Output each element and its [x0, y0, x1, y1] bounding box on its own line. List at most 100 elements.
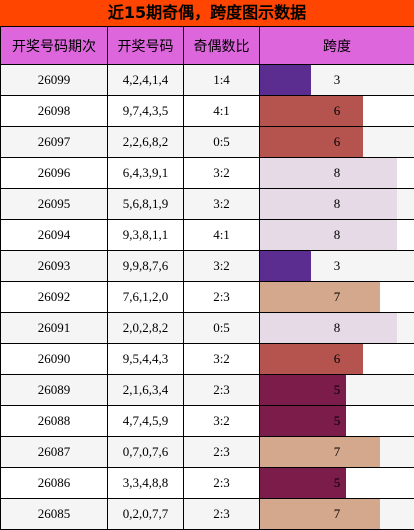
ratio-cell: 1:4 [184, 65, 260, 96]
span-value: 5 [334, 413, 341, 428]
ratio-cell: 2:3 [184, 375, 260, 406]
span-cell: 3 [260, 251, 414, 282]
issue-cell: 26090 [1, 344, 108, 375]
ratio-cell: 0:5 [184, 313, 260, 344]
span-cell: 8 [260, 313, 414, 344]
issue-cell: 26086 [1, 468, 108, 499]
numbers-cell: 3,3,4,8,8 [108, 468, 184, 499]
issue-cell: 26085 [1, 499, 108, 530]
ratio-cell: 3:2 [184, 406, 260, 437]
span-cell: 7 [260, 499, 414, 530]
ratio-cell: 3:2 [184, 189, 260, 220]
header-row: 开奖号码期次 开奖号码 奇偶数比 跨度 [1, 27, 414, 65]
span-value: 6 [334, 134, 341, 149]
ratio-cell: 0:5 [184, 127, 260, 158]
span-bar [260, 96, 363, 126]
span-bar [260, 282, 380, 312]
span-value: 7 [334, 444, 341, 459]
span-cell: 5 [260, 406, 414, 437]
issue-cell: 26097 [1, 127, 108, 158]
issue-cell: 26094 [1, 220, 108, 251]
numbers-cell: 7,6,1,2,0 [108, 282, 184, 313]
span-cell: 6 [260, 344, 414, 375]
numbers-cell: 2,1,6,3,4 [108, 375, 184, 406]
span-bar [260, 127, 363, 157]
span-cell: 6 [260, 127, 414, 158]
span-value: 7 [334, 289, 341, 304]
span-cell: 8 [260, 158, 414, 189]
issue-cell: 26088 [1, 406, 108, 437]
span-bar [260, 220, 397, 250]
span-bar [260, 344, 363, 374]
ratio-cell: 2:3 [184, 468, 260, 499]
ratio-cell: 3:2 [184, 158, 260, 189]
issue-cell: 26091 [1, 313, 108, 344]
numbers-cell: 0,7,0,7,6 [108, 437, 184, 468]
span-cell: 5 [260, 375, 414, 406]
numbers-cell: 9,3,8,1,1 [108, 220, 184, 251]
span-value: 6 [334, 351, 341, 366]
numbers-cell: 9,5,4,4,3 [108, 344, 184, 375]
span-value: 8 [334, 227, 341, 242]
issue-cell: 26098 [1, 96, 108, 127]
issue-cell: 26093 [1, 251, 108, 282]
span-value: 8 [334, 196, 341, 211]
issue-cell: 26095 [1, 189, 108, 220]
header-numbers: 开奖号码 [108, 27, 184, 65]
span-bar [260, 468, 346, 498]
header-ratio: 奇偶数比 [184, 27, 260, 65]
issue-cell: 26089 [1, 375, 108, 406]
issue-cell: 26092 [1, 282, 108, 313]
ratio-cell: 2:3 [184, 282, 260, 313]
span-value: 8 [334, 320, 341, 335]
span-cell: 8 [260, 220, 414, 251]
span-value: 3 [334, 72, 341, 87]
numbers-cell: 0,2,0,7,7 [108, 499, 184, 530]
span-bar [260, 437, 380, 467]
issue-cell: 26087 [1, 437, 108, 468]
numbers-cell: 5,6,8,1,9 [108, 189, 184, 220]
span-bar [260, 375, 346, 405]
span-cell: 6 [260, 96, 414, 127]
span-value: 8 [334, 165, 341, 180]
span-value: 7 [334, 506, 341, 521]
numbers-cell: 4,7,4,5,9 [108, 406, 184, 437]
span-cell: 3 [260, 65, 414, 96]
numbers-cell: 2,2,6,8,2 [108, 127, 184, 158]
span-cell: 5 [260, 468, 414, 499]
chart-title: 近15期奇偶，跨度图示数据 [0, 0, 414, 26]
ratio-cell: 3:2 [184, 344, 260, 375]
ratio-cell: 2:3 [184, 437, 260, 468]
span-bar [260, 158, 397, 188]
issue-cell: 26096 [1, 158, 108, 189]
ratio-cell: 3:2 [184, 251, 260, 282]
ratio-cell: 2:3 [184, 499, 260, 530]
span-cell: 8 [260, 189, 414, 220]
ratio-cell: 4:1 [184, 96, 260, 127]
header-span: 跨度 [260, 27, 414, 65]
issue-cell: 26099 [1, 65, 108, 96]
span-bar [260, 251, 311, 281]
span-value: 6 [334, 103, 341, 118]
span-cell: 7 [260, 437, 414, 468]
span-bar [260, 65, 311, 95]
numbers-cell: 9,7,4,3,5 [108, 96, 184, 127]
span-bar [260, 189, 397, 219]
header-issue: 开奖号码期次 [1, 27, 108, 65]
numbers-cell: 4,2,4,1,4 [108, 65, 184, 96]
